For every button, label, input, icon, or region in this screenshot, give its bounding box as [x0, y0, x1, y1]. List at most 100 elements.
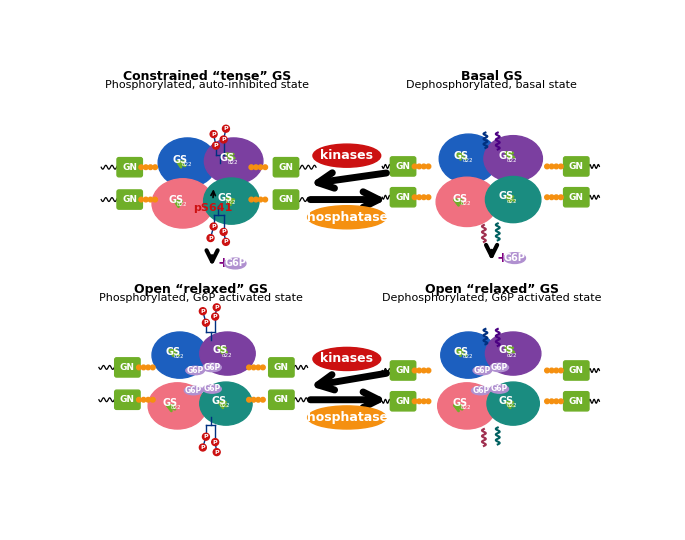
FancyBboxPatch shape	[117, 190, 142, 209]
Ellipse shape	[473, 366, 492, 375]
Circle shape	[212, 142, 219, 149]
Text: phosphatases: phosphatases	[298, 411, 395, 424]
Text: GS: GS	[218, 193, 233, 203]
Text: G6P: G6P	[203, 363, 221, 372]
Text: P: P	[213, 314, 217, 319]
Text: P: P	[203, 434, 208, 439]
Circle shape	[417, 195, 421, 200]
Text: GS: GS	[165, 347, 180, 357]
Circle shape	[263, 197, 268, 202]
Circle shape	[412, 368, 417, 373]
Text: α22: α22	[507, 158, 518, 163]
Circle shape	[421, 368, 426, 373]
Text: GN: GN	[122, 195, 137, 204]
Circle shape	[412, 164, 417, 168]
Text: GS: GS	[212, 395, 227, 406]
Text: G6P: G6P	[224, 259, 246, 268]
Text: Dephosphorylated, basal state: Dephosphorylated, basal state	[406, 80, 577, 90]
Circle shape	[258, 165, 263, 170]
Circle shape	[210, 223, 217, 230]
Circle shape	[139, 165, 144, 170]
Circle shape	[213, 304, 220, 311]
Circle shape	[212, 313, 219, 320]
Text: Open “relaxed” GS: Open “relaxed” GS	[425, 283, 558, 296]
Circle shape	[203, 319, 210, 326]
Circle shape	[212, 438, 219, 445]
Text: α22: α22	[461, 405, 471, 410]
Text: α22: α22	[462, 158, 473, 163]
Circle shape	[545, 195, 549, 200]
Circle shape	[247, 397, 251, 402]
Text: α22: α22	[177, 201, 188, 207]
Circle shape	[203, 433, 210, 440]
Text: α22: α22	[507, 353, 518, 357]
Text: P: P	[221, 137, 226, 142]
Circle shape	[207, 234, 214, 241]
FancyBboxPatch shape	[114, 390, 140, 409]
Ellipse shape	[439, 134, 498, 184]
Circle shape	[558, 368, 563, 373]
Text: GN: GN	[279, 163, 293, 172]
Text: GS: GS	[453, 398, 468, 408]
Text: GN: GN	[274, 363, 289, 372]
Text: GN: GN	[395, 193, 410, 202]
Text: P: P	[214, 143, 219, 148]
Circle shape	[549, 164, 554, 168]
Circle shape	[554, 368, 558, 373]
Text: GS: GS	[499, 395, 514, 406]
Circle shape	[141, 397, 146, 402]
Circle shape	[256, 397, 260, 402]
Ellipse shape	[490, 384, 508, 393]
FancyBboxPatch shape	[564, 187, 589, 207]
Circle shape	[151, 397, 155, 402]
Circle shape	[426, 399, 431, 403]
Text: Phosphorylated, G6P activated state: Phosphorylated, G6P activated state	[99, 293, 303, 303]
Text: α22: α22	[507, 403, 518, 408]
Text: α22: α22	[462, 354, 473, 359]
Circle shape	[558, 399, 563, 403]
FancyBboxPatch shape	[273, 158, 299, 177]
Circle shape	[258, 197, 263, 202]
Circle shape	[412, 399, 417, 403]
Text: GS: GS	[219, 153, 234, 163]
Text: α22: α22	[174, 354, 184, 359]
Circle shape	[558, 164, 563, 168]
Circle shape	[247, 365, 251, 370]
FancyBboxPatch shape	[390, 361, 416, 380]
Circle shape	[153, 197, 158, 202]
Ellipse shape	[184, 386, 203, 395]
Text: P: P	[201, 445, 205, 450]
Text: GS: GS	[454, 151, 469, 161]
Text: α22: α22	[226, 200, 236, 205]
Text: phosphatases: phosphatases	[298, 211, 395, 224]
Text: GS: GS	[162, 398, 177, 408]
Text: pS641: pS641	[193, 191, 232, 213]
Text: α22: α22	[182, 161, 192, 167]
Ellipse shape	[490, 363, 508, 372]
Circle shape	[417, 368, 421, 373]
FancyBboxPatch shape	[269, 358, 294, 377]
Text: P: P	[223, 239, 228, 245]
Circle shape	[148, 165, 153, 170]
Circle shape	[148, 197, 153, 202]
Circle shape	[146, 397, 151, 402]
Text: G6P: G6P	[474, 366, 491, 375]
FancyBboxPatch shape	[273, 190, 299, 209]
Text: GS: GS	[213, 346, 228, 355]
Ellipse shape	[308, 206, 386, 229]
Circle shape	[426, 195, 431, 200]
Ellipse shape	[152, 332, 208, 378]
Ellipse shape	[225, 258, 246, 269]
Ellipse shape	[204, 138, 263, 184]
Text: GN: GN	[274, 395, 289, 404]
Circle shape	[545, 164, 549, 168]
FancyBboxPatch shape	[117, 158, 142, 177]
Ellipse shape	[313, 144, 381, 167]
Circle shape	[144, 165, 148, 170]
Ellipse shape	[436, 177, 498, 226]
Ellipse shape	[200, 382, 252, 425]
Text: P: P	[211, 132, 216, 137]
Text: Basal GS: Basal GS	[461, 70, 523, 83]
Circle shape	[549, 195, 554, 200]
Text: GS: GS	[173, 154, 188, 165]
